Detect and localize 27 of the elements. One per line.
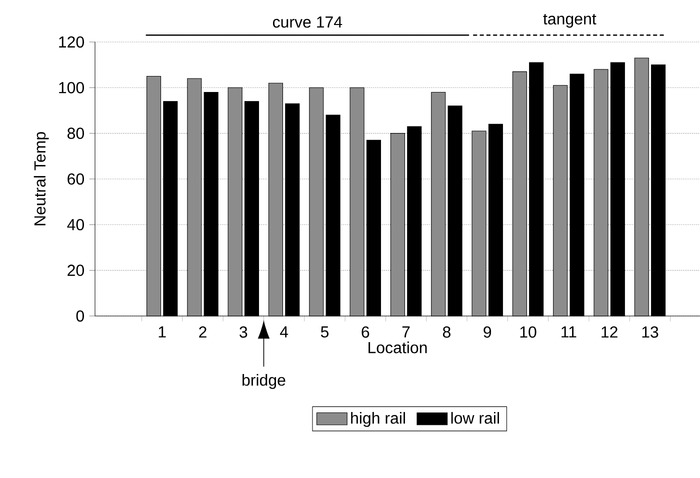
y-tick-label: 0 <box>76 310 84 322</box>
x-tick-label: 4 <box>280 326 288 338</box>
y-tick-label: 80 <box>68 128 84 139</box>
x-tick-label: 6 <box>362 326 370 338</box>
y-tick-label: 60 <box>68 173 84 185</box>
x-tick-label: 13 <box>642 326 658 338</box>
x-tick-label: 11 <box>562 326 576 338</box>
legend-label: high rail <box>351 412 405 427</box>
x-tick-label: 9 <box>484 326 492 338</box>
x-tick-label: 10 <box>520 326 536 338</box>
legend-label: low rail <box>451 412 499 424</box>
text: bridge <box>242 374 286 389</box>
text: tangent <box>543 14 596 28</box>
x-tick-label: 7 <box>402 326 410 338</box>
x-tick-label: 12 <box>602 326 618 338</box>
y-tick-label: 40 <box>67 219 84 230</box>
x-axis-title: Location <box>368 342 427 354</box>
y-axis-title: Neutral Temp <box>34 132 49 226</box>
x-tick-label: 2 <box>199 326 206 338</box>
y-tick-label: 20 <box>68 264 84 276</box>
x-tick-label: 8 <box>442 326 450 338</box>
y-tick-label: 120 <box>59 36 84 48</box>
x-tick-label: 1 <box>158 326 166 338</box>
y-tick-label: 100 <box>59 82 84 94</box>
x-tick-label: 3 <box>240 326 248 338</box>
x-tick-label: 5 <box>320 326 328 338</box>
text: curve 174 <box>272 16 342 28</box>
